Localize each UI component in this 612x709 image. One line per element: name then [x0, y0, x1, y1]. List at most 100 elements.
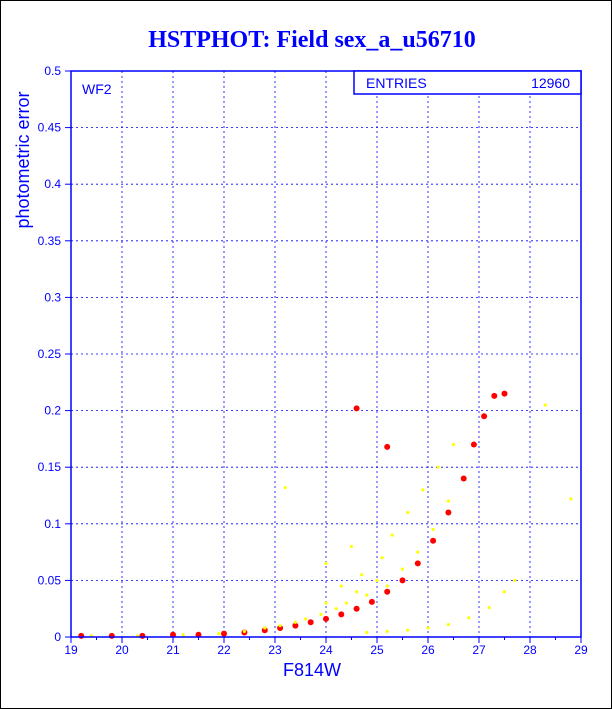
data-point [283, 485, 287, 490]
data-point [338, 611, 345, 618]
y-tick-label: 0.2 [44, 404, 61, 418]
data-point [307, 619, 314, 626]
data-point [385, 584, 389, 588]
data-point [446, 622, 450, 627]
stats-label: ENTRIES [366, 75, 427, 91]
data-point [543, 403, 547, 407]
data-point [368, 598, 375, 605]
data-point [261, 627, 268, 634]
data-point [217, 632, 221, 636]
x-axis-label: F814W [283, 660, 341, 680]
y-tick-label: 0.05 [38, 573, 62, 587]
data-point [292, 622, 299, 629]
data-point [384, 588, 391, 595]
data-point [323, 615, 329, 622]
stats-value: 12960 [531, 75, 570, 91]
data-point [324, 561, 328, 566]
data-point [139, 632, 146, 639]
data-point [324, 601, 328, 605]
data-point [399, 577, 406, 584]
data-point [339, 584, 343, 588]
data-point [365, 593, 369, 597]
y-tick-label: 0.15 [38, 460, 62, 474]
data-point [406, 510, 410, 515]
x-tick-label: 28 [523, 643, 537, 657]
data-point [78, 632, 85, 639]
grid [71, 71, 581, 637]
data-point [569, 497, 573, 501]
y-tick-label: 0 [54, 630, 61, 644]
data-point [513, 578, 517, 583]
data-point [344, 601, 348, 605]
y-axis-label: photometric error [13, 91, 33, 228]
data-point [487, 605, 491, 610]
x-tick-label: 23 [268, 643, 282, 657]
y-tick-label: 0.5 [44, 64, 61, 78]
data-point [451, 442, 456, 447]
y-tick-label: 0.3 [44, 290, 61, 304]
y-tick-label: 0.25 [38, 347, 62, 361]
axis-ticks: 19 20 21 22 23 24 25 26 27 28 29 0 0.05 0.1 0.15 0.2 0.2… [38, 64, 588, 657]
data-point [426, 626, 430, 630]
data-point [293, 620, 297, 624]
data-point [445, 509, 452, 516]
data-point [400, 567, 405, 571]
data-point [304, 617, 308, 621]
x-tick-label: 27 [472, 643, 486, 657]
x-tick-label: 20 [115, 643, 129, 657]
data-point [242, 629, 246, 633]
data-point [502, 590, 507, 594]
data-point [221, 630, 227, 637]
data-point [481, 413, 488, 420]
data-point [349, 544, 354, 549]
data-point [263, 626, 267, 630]
y-tick-label: 0.1 [44, 517, 61, 531]
y-tick-label: 0.45 [38, 121, 62, 135]
data-point [195, 631, 202, 638]
data-point [319, 612, 323, 616]
data-point [170, 631, 176, 638]
data-point [353, 405, 360, 412]
data-point [436, 465, 440, 469]
data-point [406, 628, 410, 632]
data-point [446, 499, 450, 503]
data-point [334, 607, 338, 611]
data-point [355, 590, 359, 594]
data-point [414, 560, 421, 567]
data-point [431, 527, 435, 532]
x-tick-label: 24 [319, 643, 333, 657]
data-point [380, 556, 384, 560]
data-point [470, 441, 477, 448]
x-tick-label: 26 [421, 643, 435, 657]
data-point [416, 550, 420, 554]
data-point [390, 533, 394, 537]
data-point [421, 488, 425, 492]
data-point [375, 578, 379, 583]
y-tick-label: 0.35 [38, 234, 62, 248]
x-tick-label: 29 [574, 643, 588, 657]
data-point [360, 573, 364, 577]
chart-title: HSTPHOT: Field sex_a_u56710 [148, 27, 476, 53]
y-tick-label: 0.4 [44, 177, 61, 191]
x-tick-label: 19 [64, 643, 78, 657]
panel-label: WF2 [82, 81, 112, 97]
x-tick-label: 25 [370, 643, 384, 657]
data-point [501, 390, 508, 397]
data-point [365, 630, 369, 635]
data-point [277, 624, 284, 631]
data-point [353, 605, 360, 612]
data-point [181, 633, 185, 637]
data-point [278, 624, 282, 628]
data-point [430, 537, 437, 544]
data-point [460, 475, 467, 482]
data-point [467, 616, 471, 620]
stats-box: ENTRIES 12960 [353, 70, 582, 95]
data-point [385, 629, 389, 633]
data-point [108, 632, 115, 639]
x-tick-label: 22 [217, 643, 231, 657]
data-point [491, 392, 498, 399]
x-tick-label: 21 [166, 643, 180, 657]
data-point [384, 443, 391, 450]
